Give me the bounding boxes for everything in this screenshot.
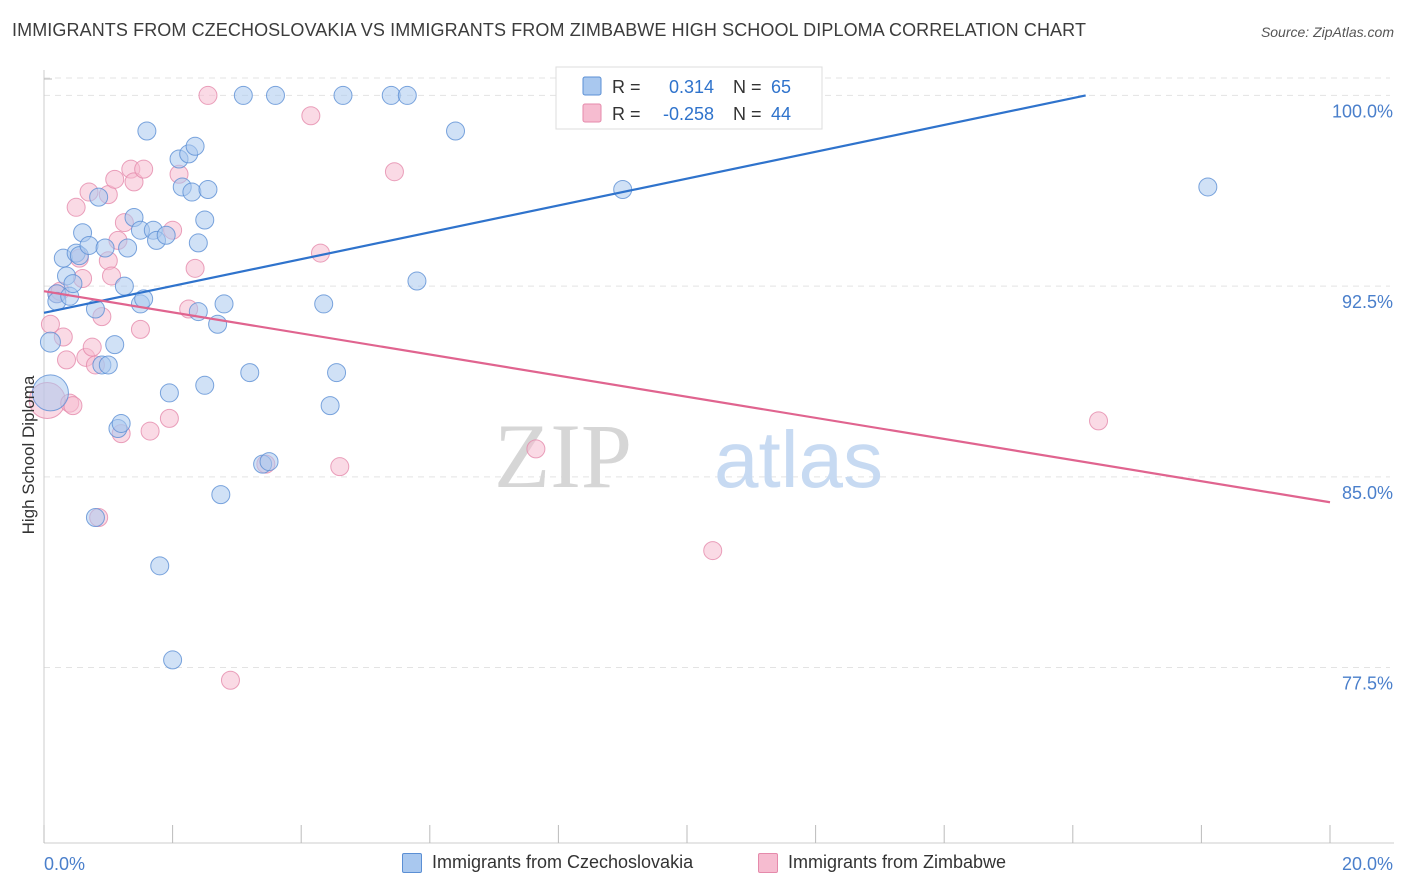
point-czechoslovakia-20 (114, 276, 134, 296)
point-zimbabwe-42 (703, 541, 723, 561)
point-czechoslovakia-53 (327, 363, 347, 383)
point-czechoslovakia-52 (320, 396, 340, 416)
point-zimbabwe-40 (384, 162, 404, 182)
legend-box: R = 0.314 N = 65 R = -0.258 N = 44 (555, 66, 823, 130)
y-tick-label-3: 100.0% (1332, 101, 1393, 121)
point-zimbabwe-34 (198, 85, 218, 105)
point-czechoslovakia-54 (333, 85, 353, 105)
watermark: ZIP atlas (494, 405, 883, 507)
point-zimbabwe-25 (124, 172, 144, 192)
x-tick-label-1: 20.0% (1342, 854, 1393, 874)
point-czechoslovakia-7 (63, 274, 83, 294)
bottom-legend-label-czechoslovakia: Immigrants from Czechoslovakia (432, 852, 694, 872)
point-czechoslovakia-31 (159, 383, 179, 403)
point-zimbabwe-20 (105, 169, 125, 189)
legend-r-value-zimbabwe: -0.258 (663, 104, 714, 124)
point-czechoslovakia-61 (1198, 177, 1218, 197)
point-czechoslovakia-40 (195, 210, 215, 230)
point-zimbabwe-35 (220, 670, 240, 690)
watermark-atlas: atlas (714, 415, 883, 504)
point-zimbabwe-43 (1089, 411, 1109, 431)
point-czechoslovakia-42 (195, 375, 215, 395)
point-czechoslovakia-44 (211, 485, 231, 505)
point-czechoslovakia-0 (31, 374, 69, 412)
trend-line-zimbabwe (43, 290, 1331, 504)
point-czechoslovakia-45 (214, 294, 234, 314)
bottom-legend-swatch-czechoslovakia (402, 852, 422, 873)
y-tick-label-0: 77.5% (1342, 674, 1393, 694)
point-czechoslovakia-60 (613, 180, 633, 200)
point-czechoslovakia-62 (85, 508, 105, 528)
y-axis-label: High School Diploma (19, 375, 38, 534)
legend-r-value-czechoslovakia: 0.314 (669, 77, 714, 97)
legend-r-label-czechoslovakia: R = (612, 77, 641, 97)
point-czechoslovakia-56 (397, 85, 417, 105)
point-czechoslovakia-57 (407, 271, 427, 291)
point-czechoslovakia-19 (111, 413, 131, 433)
bottom-legend-item-czechoslovakia: Immigrants from Czechoslovakia (402, 852, 693, 873)
point-czechoslovakia-50 (265, 85, 285, 105)
point-czechoslovakia-36 (182, 182, 202, 202)
point-czechoslovakia-21 (118, 238, 138, 258)
x-tick-label-0: 0.0% (44, 854, 85, 874)
point-zimbabwe-28 (140, 421, 160, 441)
point-czechoslovakia-15 (95, 238, 115, 258)
point-zimbabwe-37 (301, 106, 321, 126)
point-zimbabwe-13 (82, 337, 102, 357)
point-czechoslovakia-13 (89, 187, 109, 207)
point-czechoslovakia-26 (137, 121, 157, 141)
trend-line-czechoslovakia (43, 94, 1086, 314)
legend-n-label-zimbabwe: N = (733, 104, 762, 124)
point-czechoslovakia-47 (240, 363, 260, 383)
point-zimbabwe-27 (134, 159, 154, 179)
point-zimbabwe-29 (159, 408, 179, 428)
point-czechoslovakia-41 (198, 180, 218, 200)
point-zimbabwe-26 (130, 319, 150, 339)
source-label: Source: ZipAtlas.com (1260, 24, 1394, 40)
point-czechoslovakia-30 (156, 225, 176, 245)
y-tick-label-1: 85.0% (1342, 483, 1393, 503)
point-zimbabwe-33 (185, 258, 205, 278)
bottom-legend-label-zimbabwe: Immigrants from Zimbabwe (788, 852, 1007, 872)
point-czechoslovakia-49 (259, 452, 279, 472)
point-czechoslovakia-39 (188, 233, 208, 253)
legend-swatch-zimbabwe (582, 103, 602, 123)
point-zimbabwe-41 (526, 439, 546, 459)
trend-lines (43, 94, 1331, 504)
legend-swatch-czechoslovakia (582, 76, 602, 96)
point-czechoslovakia-46 (233, 85, 253, 105)
point-zimbabwe-39 (330, 457, 350, 477)
point-czechoslovakia-16 (98, 355, 118, 375)
legend-n-value-zimbabwe: 44 (771, 104, 791, 124)
y-tick-label-2: 92.5% (1342, 292, 1393, 312)
point-czechoslovakia-11 (79, 235, 99, 255)
point-czechoslovakia-55 (381, 85, 401, 105)
point-czechoslovakia-51 (314, 294, 334, 314)
chart-title: IMMIGRANTS FROM CZECHOSLOVAKIA VS IMMIGR… (12, 20, 1087, 40)
axes (43, 70, 1394, 844)
point-zimbabwe-8 (66, 197, 86, 217)
point-zimbabwe-7 (63, 396, 83, 416)
legend-r-label-zimbabwe: R = (612, 104, 641, 124)
bottom-legend-swatch-zimbabwe (758, 852, 778, 873)
point-czechoslovakia-1 (39, 331, 61, 353)
legend-n-label-czechoslovakia: N = (733, 77, 762, 97)
series-zimbabwe-points (28, 85, 1109, 690)
watermark-zip: ZIP (494, 405, 632, 507)
series-czechoslovakia-points (31, 85, 1218, 670)
point-zimbabwe-5 (57, 350, 77, 370)
point-zimbabwe-19 (102, 266, 122, 286)
point-czechoslovakia-58 (446, 121, 466, 141)
bottom-legend-item-zimbabwe: Immigrants from Zimbabwe (758, 852, 1006, 873)
tick-labels: 77.5% 85.0% 92.5% 100.0% 0.0% 20.0% (44, 101, 1393, 874)
point-czechoslovakia-37 (185, 136, 205, 156)
point-czechoslovakia-32 (163, 650, 183, 670)
legend-n-value-czechoslovakia: 65 (771, 77, 791, 97)
point-czechoslovakia-29 (150, 556, 170, 576)
bottom-legend: Immigrants from Czechoslovakia Immigrant… (0, 852, 1406, 876)
point-czechoslovakia-17 (105, 335, 125, 355)
